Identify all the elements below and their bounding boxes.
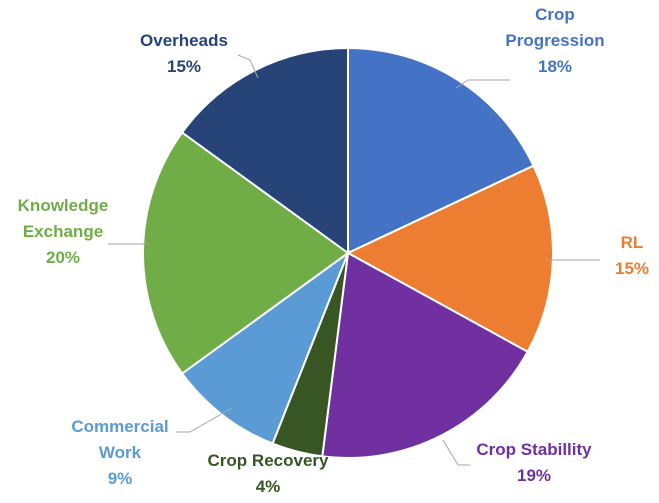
slice-label-knowledge-exchange: Knowledge Exchange 20% [18, 196, 109, 267]
slice-label-commercial-work: Commercial Work 9% [71, 417, 168, 488]
pie-slice-crop-progression [347, 46, 535, 255]
pie-slice-commercial-work [180, 250, 351, 445]
slice-name-line: Crop Recovery [208, 451, 329, 470]
slice-label-crop-stabillity: Crop Stabillity 19% [476, 440, 592, 485]
slice-percent: 18% [538, 57, 572, 76]
slice-label-overheads: Overheads 15% [140, 31, 228, 76]
slice-label-crop-recovery: Crop Recovery 4% [208, 451, 329, 496]
leader-line-crop-progression [455, 79, 510, 89]
slice-name-line: Work [99, 443, 142, 462]
slice-name-line: Progression [505, 31, 604, 50]
pie-slice-rl [345, 164, 554, 354]
leader-lines [108, 54, 600, 466]
slice-percent: 19% [517, 466, 551, 485]
slice-name-line: Exchange [23, 222, 103, 241]
slice-name-line: Commercial [71, 417, 168, 436]
slice-name-line: Knowledge [18, 196, 109, 215]
slice-percent: 9% [108, 469, 133, 488]
slice-labels: Crop Progression 18% RL 15% Crop Stabillity 19… [18, 5, 649, 496]
slice-percent: 15% [167, 57, 201, 76]
leader-line-overheads [237, 54, 259, 79]
slice-name-line: Crop Stabillity [476, 440, 592, 459]
slice-name-line: Crop [535, 5, 575, 24]
pie-slices [141, 46, 554, 459]
leader-line-crop-stabillity [442, 439, 470, 466]
slice-label-crop-progression: Crop Progression 18% [505, 5, 604, 76]
leader-line-commercial-work [176, 407, 233, 433]
slice-label-rl: RL 15% [615, 233, 649, 278]
pie-slice-knowledge-exchange [141, 131, 350, 375]
slice-name-line: RL [621, 233, 644, 252]
slice-percent: 15% [615, 259, 649, 278]
pie-slice-crop-stabillity [321, 251, 529, 459]
slice-name-line: Overheads [140, 31, 228, 50]
slice-percent: 20% [46, 248, 80, 267]
slice-percent: 4% [256, 477, 281, 496]
